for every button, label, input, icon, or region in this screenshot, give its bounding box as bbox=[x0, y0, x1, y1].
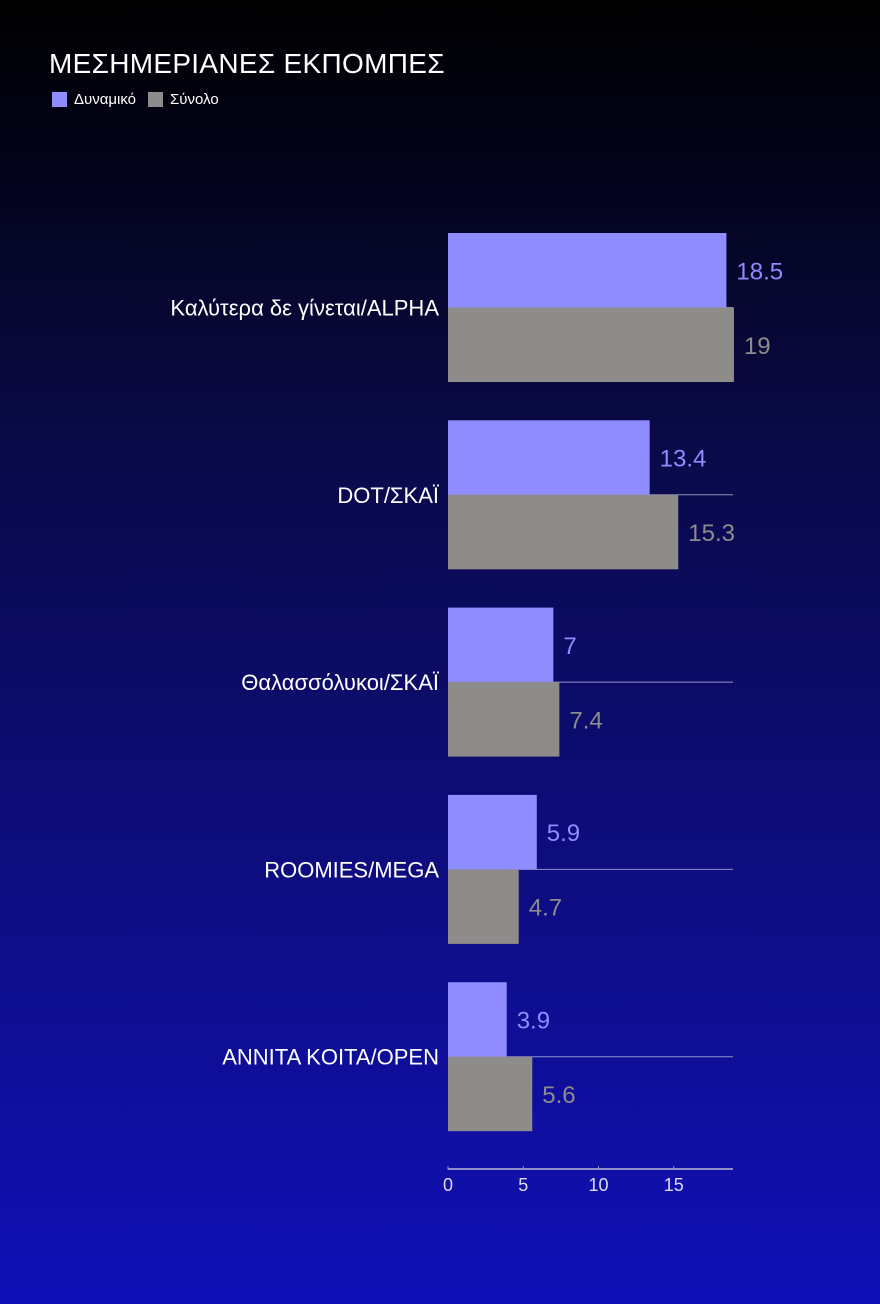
category-label-2: Θαλασσόλυκοι/ΣΚΑΪ bbox=[241, 670, 440, 695]
bar-dynamiko-2 bbox=[448, 607, 554, 683]
legend-swatch-dynamiko bbox=[52, 92, 67, 107]
category-label-1: DOT/ΣΚΑΪ bbox=[337, 483, 439, 508]
chart-title: ΜΕΣΗΜΕΡΙΑΝΕΣ ΕΚΠΟΜΠΕΣ bbox=[49, 48, 445, 79]
x-tick-label-0: 0 bbox=[443, 1175, 453, 1195]
data-label-dynamiko-0: 18.5 bbox=[736, 258, 783, 285]
category-label-0: Καλύτερα δε γίνεται/ALPHA bbox=[170, 296, 439, 321]
bar-dynamiko-0 bbox=[448, 233, 727, 308]
legend-swatch-synolo bbox=[148, 92, 164, 107]
x-tick-label-10: 10 bbox=[588, 1175, 608, 1195]
data-label-synolo-2: 7.4 bbox=[569, 707, 602, 734]
bar-dynamiko-3 bbox=[448, 794, 537, 870]
data-label-dynamiko-3: 5.9 bbox=[547, 820, 580, 847]
bar-synolo-0 bbox=[448, 307, 734, 382]
data-label-dynamiko-2: 7 bbox=[563, 633, 576, 660]
data-label-dynamiko-1: 13.4 bbox=[660, 446, 707, 473]
data-label-synolo-0: 19 bbox=[744, 333, 771, 360]
legend-item-dynamiko: Δυναμικό bbox=[52, 91, 136, 108]
category-label-3: ROOMIES/MEGA bbox=[264, 857, 439, 882]
bar-synolo-4 bbox=[448, 1056, 533, 1132]
data-label-synolo-4: 5.6 bbox=[542, 1082, 575, 1109]
legend-item-synolo: Σύνολο bbox=[148, 91, 219, 108]
legend: Δυναμικό Σύνολο bbox=[52, 91, 231, 108]
bar-synolo-3 bbox=[448, 869, 519, 944]
bar-synolo-2 bbox=[448, 682, 560, 757]
bar-dynamiko-1 bbox=[448, 420, 650, 495]
data-label-synolo-1: 15.3 bbox=[688, 520, 735, 547]
data-label-synolo-3: 4.7 bbox=[529, 895, 562, 922]
x-tick-label-15: 15 bbox=[664, 1175, 684, 1195]
bar-synolo-1 bbox=[448, 494, 679, 570]
legend-label-synolo: Σύνολο bbox=[170, 91, 219, 108]
legend-label-dynamiko: Δυναμικό bbox=[74, 91, 137, 108]
bar-dynamiko-4 bbox=[448, 982, 507, 1057]
data-label-dynamiko-4: 3.9 bbox=[517, 1007, 550, 1034]
category-label-4: ANNITA KOITA/OPEN bbox=[222, 1045, 439, 1070]
x-tick-label-5: 5 bbox=[518, 1175, 528, 1195]
